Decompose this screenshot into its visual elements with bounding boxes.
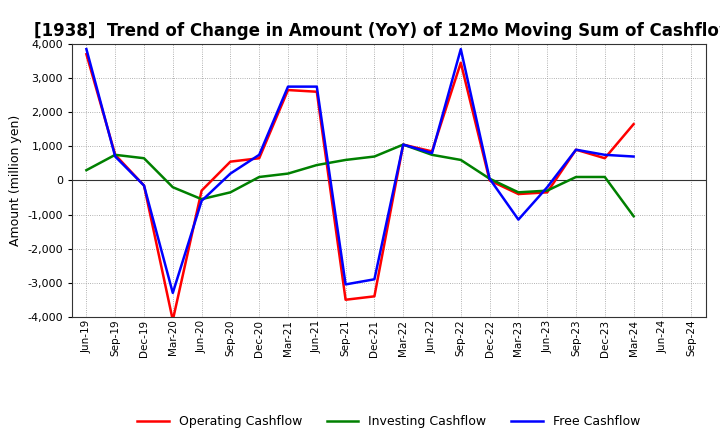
Operating Cashflow — [168, 318, 177, 323]
Investing Cashflow — [514, 190, 523, 195]
Operating Cashflow — [600, 156, 609, 161]
Investing Cashflow — [600, 174, 609, 180]
Operating Cashflow — [341, 297, 350, 302]
Free Cashflow — [370, 277, 379, 282]
Investing Cashflow — [629, 213, 638, 219]
Investing Cashflow — [82, 168, 91, 173]
Operating Cashflow — [82, 51, 91, 57]
Operating Cashflow — [543, 190, 552, 195]
Investing Cashflow — [226, 190, 235, 195]
Operating Cashflow — [399, 142, 408, 147]
Operating Cashflow — [255, 156, 264, 161]
Investing Cashflow — [456, 158, 465, 163]
Free Cashflow — [284, 84, 292, 89]
Free Cashflow — [428, 150, 436, 156]
Free Cashflow — [255, 152, 264, 158]
Operating Cashflow — [456, 60, 465, 66]
Free Cashflow — [312, 84, 321, 89]
Operating Cashflow — [370, 294, 379, 299]
Operating Cashflow — [197, 188, 206, 193]
Operating Cashflow — [226, 159, 235, 164]
Operating Cashflow — [514, 191, 523, 197]
Free Cashflow — [168, 290, 177, 296]
Line: Operating Cashflow: Operating Cashflow — [86, 54, 634, 320]
Free Cashflow — [600, 152, 609, 158]
Investing Cashflow — [284, 171, 292, 176]
Free Cashflow — [543, 185, 552, 190]
Free Cashflow — [82, 47, 91, 52]
Operating Cashflow — [312, 89, 321, 94]
Operating Cashflow — [428, 149, 436, 154]
Investing Cashflow — [370, 154, 379, 159]
Operating Cashflow — [629, 121, 638, 127]
Line: Investing Cashflow: Investing Cashflow — [86, 145, 634, 216]
Investing Cashflow — [341, 158, 350, 163]
Investing Cashflow — [543, 188, 552, 193]
Title: [1938]  Trend of Change in Amount (YoY) of 12Mo Moving Sum of Cashflows: [1938] Trend of Change in Amount (YoY) o… — [34, 22, 720, 40]
Operating Cashflow — [572, 147, 580, 152]
Free Cashflow — [140, 183, 148, 188]
Free Cashflow — [111, 154, 120, 159]
Investing Cashflow — [572, 174, 580, 180]
Free Cashflow — [629, 154, 638, 159]
Investing Cashflow — [197, 197, 206, 202]
Investing Cashflow — [140, 156, 148, 161]
Operating Cashflow — [111, 152, 120, 158]
Investing Cashflow — [255, 174, 264, 180]
Investing Cashflow — [428, 152, 436, 158]
Y-axis label: Amount (million yen): Amount (million yen) — [9, 115, 22, 246]
Operating Cashflow — [140, 183, 148, 188]
Free Cashflow — [514, 217, 523, 222]
Free Cashflow — [197, 198, 206, 203]
Investing Cashflow — [399, 142, 408, 147]
Investing Cashflow — [485, 176, 494, 181]
Investing Cashflow — [312, 162, 321, 168]
Operating Cashflow — [284, 88, 292, 93]
Free Cashflow — [341, 282, 350, 287]
Line: Free Cashflow: Free Cashflow — [86, 49, 634, 293]
Operating Cashflow — [485, 178, 494, 183]
Free Cashflow — [456, 47, 465, 52]
Free Cashflow — [399, 142, 408, 147]
Free Cashflow — [485, 176, 494, 181]
Free Cashflow — [572, 147, 580, 152]
Legend: Operating Cashflow, Investing Cashflow, Free Cashflow: Operating Cashflow, Investing Cashflow, … — [132, 411, 645, 433]
Investing Cashflow — [111, 152, 120, 158]
Investing Cashflow — [168, 185, 177, 190]
Free Cashflow — [226, 171, 235, 176]
